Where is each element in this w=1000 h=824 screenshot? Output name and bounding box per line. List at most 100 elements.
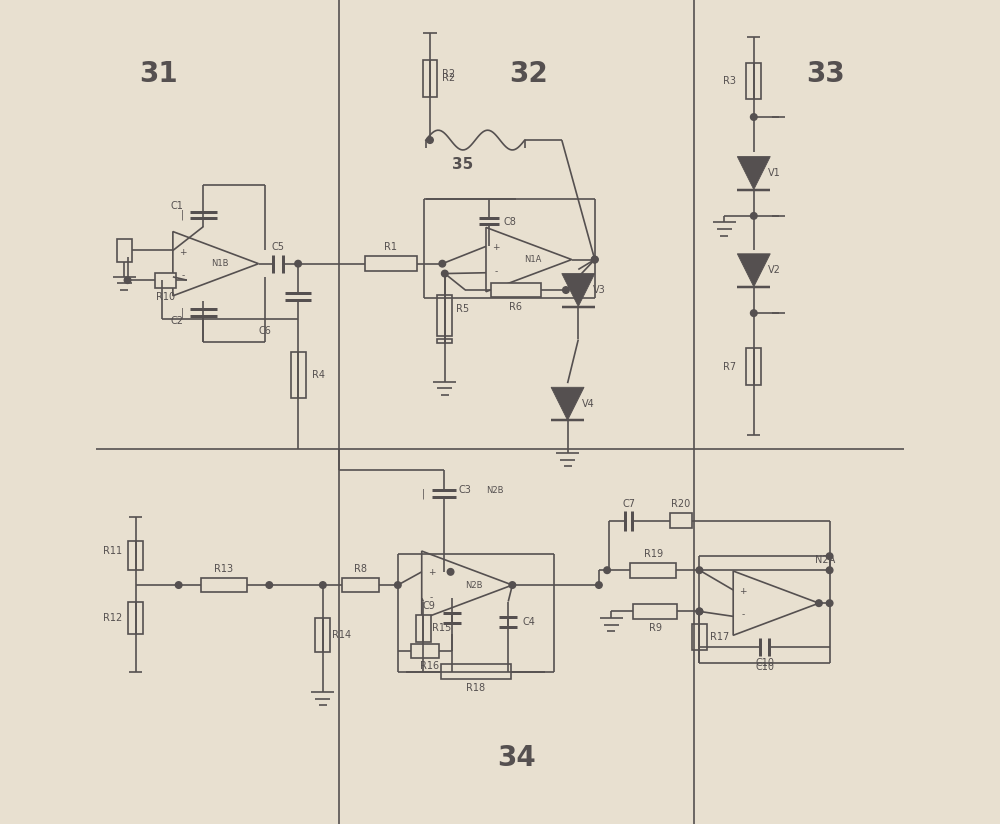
Text: V1: V1	[768, 168, 781, 178]
Circle shape	[320, 582, 326, 588]
Bar	[201, 578, 247, 592]
Bar	[423, 60, 437, 97]
Polygon shape	[737, 157, 770, 190]
Text: R5: R5	[456, 304, 469, 314]
Text: 31: 31	[139, 60, 177, 88]
Bar	[155, 273, 176, 288]
Text: -: -	[181, 271, 184, 280]
Bar	[291, 353, 306, 398]
Text: R7: R7	[723, 362, 736, 372]
Text: R1: R1	[384, 242, 397, 252]
Text: +: +	[739, 587, 747, 596]
Circle shape	[826, 567, 833, 574]
Circle shape	[591, 256, 598, 263]
Text: R2: R2	[442, 69, 455, 79]
Text: R15: R15	[432, 623, 451, 634]
Text: R2: R2	[442, 73, 455, 83]
Text: 35: 35	[452, 157, 474, 172]
Circle shape	[816, 600, 822, 606]
Bar	[746, 63, 761, 99]
Polygon shape	[551, 387, 584, 420]
Text: -: -	[430, 592, 433, 602]
Circle shape	[826, 553, 833, 559]
Text: +: +	[492, 243, 500, 252]
Circle shape	[826, 600, 833, 606]
Text: R16: R16	[420, 661, 439, 671]
Circle shape	[596, 582, 602, 588]
Text: C2: C2	[170, 316, 183, 326]
Text: R20: R20	[671, 499, 690, 509]
Circle shape	[124, 277, 131, 283]
Text: R12: R12	[103, 613, 122, 623]
Text: R17: R17	[710, 632, 730, 643]
Text: R4: R4	[312, 370, 325, 380]
Text: C4: C4	[522, 617, 535, 627]
Text: C10: C10	[755, 662, 774, 672]
Bar	[630, 563, 676, 578]
Text: |: |	[181, 307, 184, 317]
Text: R9: R9	[649, 623, 662, 633]
Text: 32: 32	[509, 60, 548, 88]
Circle shape	[563, 287, 569, 293]
Bar	[117, 239, 132, 262]
Text: C9: C9	[423, 601, 436, 611]
Text: -: -	[741, 611, 745, 620]
Text: R13: R13	[214, 564, 234, 574]
Text: N2B: N2B	[465, 581, 482, 589]
Circle shape	[696, 608, 703, 615]
Bar	[342, 578, 379, 592]
Text: V2: V2	[768, 265, 781, 275]
Text: 33: 33	[806, 60, 845, 88]
Circle shape	[696, 608, 703, 615]
Bar	[128, 541, 143, 570]
Text: R11: R11	[103, 546, 122, 556]
Bar	[746, 349, 761, 386]
Circle shape	[295, 260, 301, 267]
Circle shape	[750, 213, 757, 219]
Text: C7: C7	[622, 499, 635, 509]
Circle shape	[591, 256, 598, 263]
Text: C1: C1	[171, 201, 183, 211]
Bar	[437, 295, 452, 336]
Bar	[315, 618, 330, 653]
Text: C3: C3	[458, 485, 471, 495]
Circle shape	[750, 114, 757, 120]
Text: +: +	[428, 569, 435, 578]
Text: V3: V3	[593, 285, 605, 295]
Circle shape	[395, 582, 401, 588]
Text: C6: C6	[259, 326, 272, 336]
Circle shape	[175, 582, 182, 588]
Bar	[491, 283, 541, 297]
Text: +: +	[179, 247, 187, 256]
Text: 34: 34	[497, 744, 536, 772]
Circle shape	[441, 270, 448, 277]
Bar	[633, 604, 677, 619]
Bar	[411, 644, 439, 658]
Bar	[437, 339, 452, 343]
Circle shape	[447, 569, 454, 575]
Text: N1B: N1B	[211, 260, 229, 268]
Circle shape	[696, 567, 703, 574]
Text: V4: V4	[582, 399, 595, 409]
Bar	[128, 602, 143, 634]
Circle shape	[427, 137, 433, 143]
Bar	[692, 625, 707, 650]
Circle shape	[439, 260, 446, 267]
Text: N2A: N2A	[815, 555, 836, 565]
Polygon shape	[562, 274, 595, 307]
Text: R18: R18	[466, 683, 485, 693]
Polygon shape	[737, 254, 770, 287]
Text: N1A: N1A	[524, 255, 542, 264]
Bar	[441, 664, 511, 679]
Circle shape	[509, 582, 516, 588]
Circle shape	[750, 310, 757, 316]
Text: -: -	[494, 267, 498, 276]
Text: R6: R6	[509, 302, 522, 311]
Text: R19: R19	[644, 549, 663, 559]
Circle shape	[604, 567, 610, 574]
Bar	[416, 615, 431, 642]
Text: R10: R10	[156, 292, 175, 302]
Circle shape	[266, 582, 273, 588]
Text: N2B: N2B	[486, 486, 504, 494]
Text: R8: R8	[354, 564, 367, 574]
